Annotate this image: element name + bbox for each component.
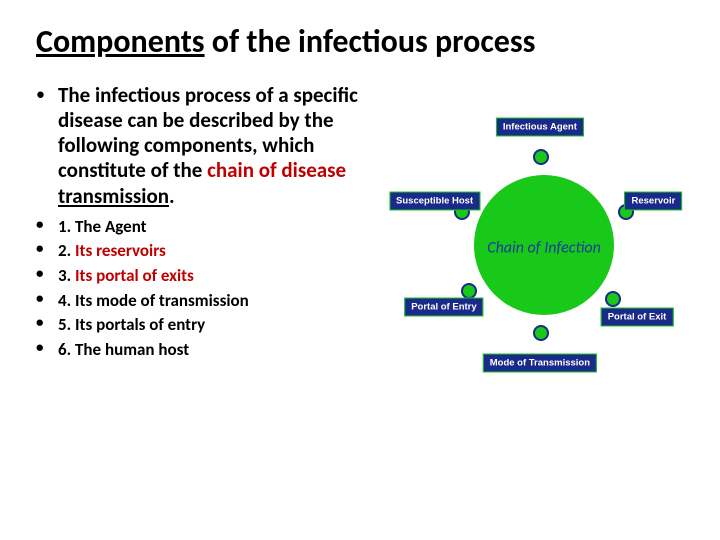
list-item: 3. Its portal of exits xyxy=(36,264,388,289)
diagram-node: Reservoir xyxy=(624,191,682,210)
item-text: The Agent xyxy=(71,216,146,237)
title-underlined: Components xyxy=(36,22,205,61)
right-column: Chain of Infection Infectious Agent Reserv… xyxy=(396,83,684,423)
item-number: 3. xyxy=(58,265,71,286)
diagram-node: Infectious Agent xyxy=(496,117,584,136)
numbered-list: 1. The Agent2. Its reservoirs3. Its port… xyxy=(36,215,388,363)
connector-circle xyxy=(605,291,621,307)
intro-red: chain of disease xyxy=(207,157,346,183)
list-item: 2. Its reservoirs xyxy=(36,239,388,264)
diagram-node: Portal of Entry xyxy=(404,298,483,317)
list-item: 6. The human host xyxy=(36,338,388,363)
slide: Components of the infectious process The… xyxy=(0,0,720,540)
diagram-node: Mode of Transmission xyxy=(483,353,597,372)
list-item: 4. Its mode of transmission xyxy=(36,289,388,314)
connector-circle xyxy=(533,325,549,341)
intro-period: . xyxy=(169,183,175,209)
item-text-red: Its reservoirs xyxy=(71,240,166,261)
item-number: 1. xyxy=(58,216,71,237)
intro-list: The infectious process of a specific dis… xyxy=(36,83,388,209)
item-number: 4. xyxy=(58,290,71,311)
item-number: 6. xyxy=(58,339,71,360)
title-rest: of the infectious process xyxy=(205,22,536,61)
intro-text: The infectious process of a specific dis… xyxy=(58,82,358,209)
list-item: 1. The Agent xyxy=(36,215,388,240)
item-text: Its portals of entry xyxy=(71,314,205,335)
item-text: Its mode of transmission xyxy=(71,290,249,311)
content-row: The infectious process of a specific dis… xyxy=(36,83,684,423)
intro-item: The infectious process of a specific dis… xyxy=(36,83,388,209)
item-text: The human host xyxy=(71,339,189,360)
item-text-red: Its portal of exits xyxy=(71,265,194,286)
diagram-node: Susceptible Host xyxy=(389,191,480,210)
item-number: 5. xyxy=(58,314,71,335)
slide-title: Components of the infectious process xyxy=(36,24,684,61)
list-item: 5. Its portals of entry xyxy=(36,313,388,338)
left-column: The infectious process of a specific dis… xyxy=(36,83,388,423)
diagram-node: Portal of Exit xyxy=(601,308,674,327)
center-label: Chain of Infection xyxy=(487,232,601,257)
chain-of-infection-diagram: Chain of Infection Infectious Agent Reserv… xyxy=(396,83,684,423)
intro-underlined: transmission xyxy=(58,183,169,209)
connector-circle xyxy=(533,149,549,165)
item-number: 2. xyxy=(58,240,71,261)
